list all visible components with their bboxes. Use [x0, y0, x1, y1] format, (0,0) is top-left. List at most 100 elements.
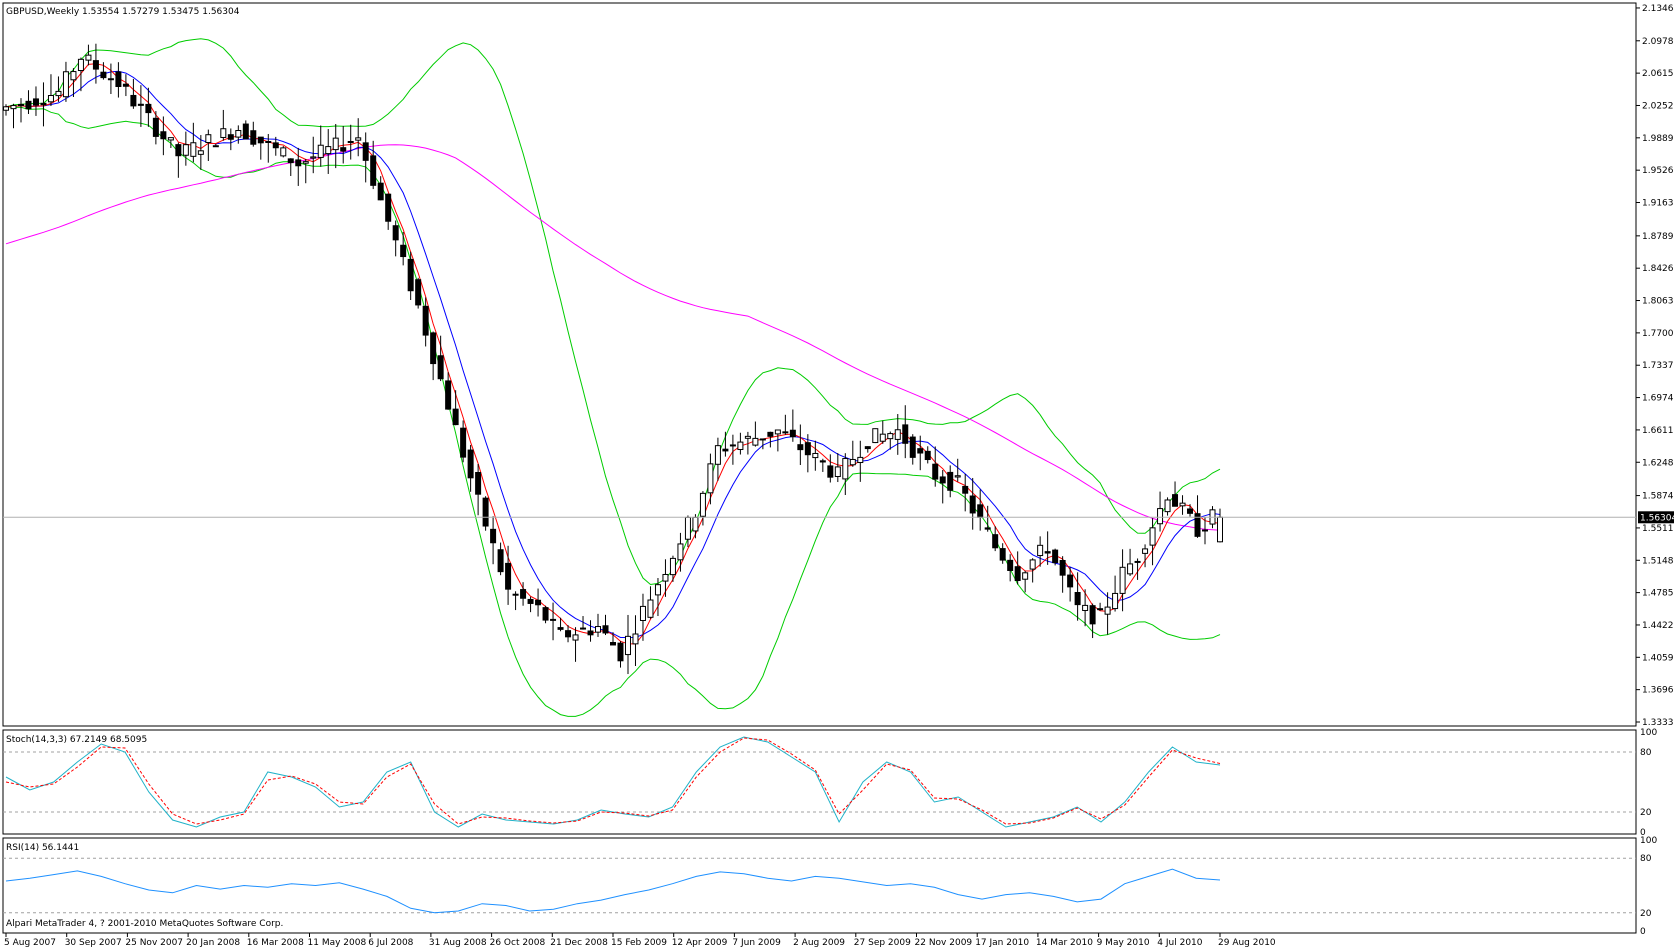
candle-body — [415, 279, 422, 306]
stochastic-panel[interactable] — [2, 729, 1637, 835]
candle-body — [1029, 559, 1036, 570]
rsi-line: 100 80 20 0 — [3, 836, 1657, 937]
candle-body — [257, 136, 264, 144]
price-tick-label: 1.55110 — [1642, 524, 1674, 534]
price-tick-label: 1.73370 — [1642, 361, 1674, 371]
candle-body — [3, 106, 9, 111]
candle-body — [924, 450, 931, 461]
candle-body — [317, 144, 324, 158]
candle-body — [377, 182, 384, 201]
candle-body — [1007, 559, 1014, 571]
candle-body — [100, 71, 107, 79]
main-header: GBPUSD,Weekly 1.53554 1.57279 1.53475 1.… — [6, 7, 240, 17]
candle-body — [175, 144, 182, 157]
rsi-series-0 — [5, 868, 1221, 914]
time-tick-label: 31 Aug 2008 — [429, 938, 487, 948]
candle-body — [939, 476, 946, 484]
candle-body — [917, 448, 924, 454]
candle-body — [1052, 549, 1059, 564]
candle-body — [1119, 566, 1126, 594]
stoch-header: Stoch(14,3,3) 67.2149 68.5095 — [6, 735, 147, 745]
candle-body — [902, 424, 909, 444]
candle-body — [677, 543, 684, 561]
price-tick-label: 1.87890 — [1642, 232, 1674, 242]
candle-body — [242, 123, 249, 140]
candle-body — [782, 431, 789, 434]
candle-body — [984, 527, 991, 530]
candle-body — [789, 429, 796, 438]
candle-body — [272, 142, 279, 149]
price-tick-label: 1.69740 — [1642, 394, 1674, 404]
candle-body — [752, 437, 759, 446]
candle-body — [1022, 572, 1029, 580]
price-axis: 2.13464 2.09780 2.06150 2.02520 1.98890 1.952… — [1636, 4, 1674, 728]
price-tick-label: 2.02520 — [1642, 101, 1674, 111]
candle-body — [1149, 527, 1156, 546]
candle-body — [557, 627, 564, 630]
candle-body — [250, 130, 257, 145]
candle-body — [107, 78, 114, 81]
candle-body — [430, 332, 437, 365]
candle-body — [992, 534, 999, 549]
candle-body — [1097, 608, 1104, 611]
candle-body — [857, 456, 864, 464]
candle-body — [460, 427, 467, 458]
candle-body — [722, 448, 729, 452]
copyright-text: Alpari MetaTrader 4, ? 2001-2010 MetaQuo… — [6, 919, 283, 929]
candle-body — [572, 634, 579, 641]
rsi-tick-label: 80 — [1640, 854, 1652, 864]
bollinger-upper — [5, 38, 1221, 586]
price-tick-label: 1.84260 — [1642, 264, 1674, 274]
time-tick-label: 21 Dec 2008 — [550, 938, 608, 948]
time-tick-label: 16 Mar 2008 — [247, 938, 304, 948]
candle-body — [744, 435, 751, 439]
candle-body — [205, 134, 212, 143]
candle-body — [894, 429, 901, 440]
price-tick-label: 1.91630 — [1642, 199, 1674, 209]
price-tick-label: 1.77000 — [1642, 329, 1674, 339]
candle-body — [1127, 563, 1134, 575]
candle-body — [512, 593, 519, 596]
time-tick-label: 25 Nov 2007 — [125, 938, 183, 948]
candle-body — [669, 557, 676, 576]
candle-body — [580, 627, 587, 630]
candle-body — [137, 103, 144, 106]
candle-body — [10, 105, 17, 110]
candle-body — [370, 155, 377, 186]
stoch-tick-label: 20 — [1640, 808, 1652, 818]
candle-body — [819, 460, 826, 463]
time-tick-label: 6 Jul 2008 — [368, 938, 413, 948]
price-tick-label: 1.95260 — [1642, 166, 1674, 176]
candle-body — [1164, 499, 1171, 513]
candle-body — [1044, 551, 1051, 554]
candle-body — [737, 441, 744, 451]
price-tick-label: 1.40590 — [1642, 653, 1674, 663]
candle-body — [482, 497, 489, 527]
time-tick-label: 9 May 2010 — [1097, 938, 1150, 948]
candle-body — [1067, 574, 1074, 588]
candle-body — [235, 130, 242, 138]
price-tick-label: 1.51480 — [1642, 556, 1674, 566]
candle-body — [969, 495, 976, 514]
candlesticks — [3, 43, 1223, 675]
candle-body — [999, 548, 1006, 561]
candle-body — [182, 144, 189, 156]
candle-body — [617, 642, 624, 662]
candle-body — [624, 635, 631, 656]
candle-body — [1037, 544, 1044, 557]
candle-body — [310, 156, 317, 159]
stoch-tick-label: 100 — [1640, 728, 1657, 738]
candle-body — [467, 449, 474, 479]
candle-body — [1134, 560, 1141, 563]
candle-body — [527, 598, 534, 604]
candle-body — [77, 58, 84, 72]
main-price-panel[interactable] — [2, 2, 1637, 727]
candle-body — [62, 71, 69, 98]
candle-body — [445, 380, 452, 410]
time-tick-label: 15 Feb 2009 — [611, 938, 667, 948]
rsi-panel[interactable] — [2, 837, 1637, 934]
candle-body — [954, 475, 961, 478]
price-tick-label: 1.47850 — [1642, 589, 1674, 599]
